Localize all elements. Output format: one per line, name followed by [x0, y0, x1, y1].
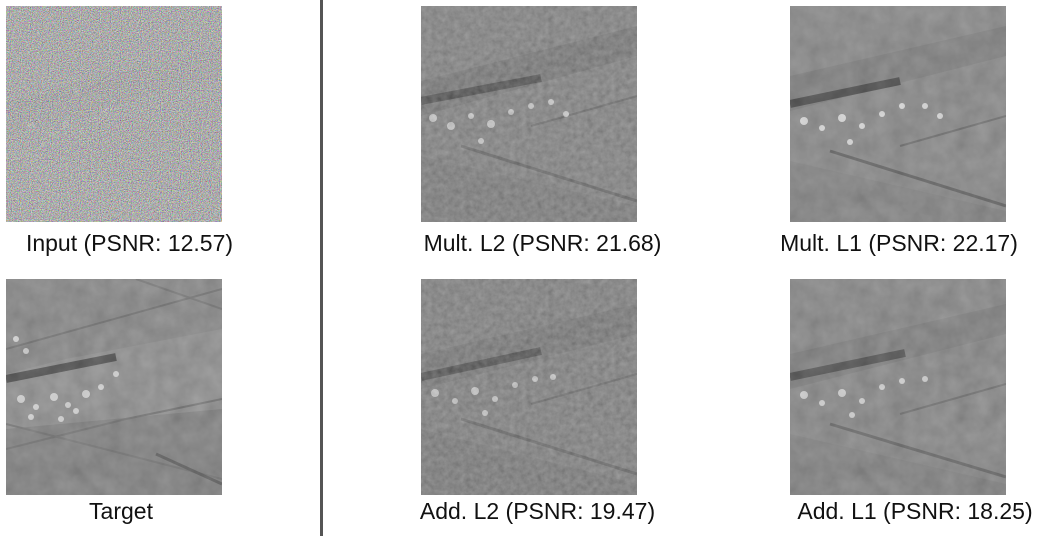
input-image: [6, 6, 222, 222]
mult-l1-caption: Mult. L1 (PSNR: 22.17): [780, 230, 1018, 256]
target-image-render: [6, 279, 222, 495]
add-l1-caption: Add. L1 (PSNR: 18.25): [797, 498, 1033, 524]
add-l2-caption: Add. L2 (PSNR: 19.47): [419, 498, 656, 524]
mult-l2-image: [421, 6, 637, 222]
vertical-divider: [320, 0, 323, 536]
mult-l2-caption: Mult. L2 (PSNR: 21.68): [423, 230, 662, 256]
input-caption: Input (PSNR: 12.57): [25, 230, 234, 256]
input-image-render: [6, 6, 222, 222]
target-caption: Target: [89, 498, 153, 524]
mult-l1-image: [790, 6, 1006, 222]
add-l2-image-render: [421, 279, 637, 495]
target-image: [6, 279, 222, 495]
add-l1-image: [790, 279, 1006, 495]
mult-l2-image-render: [421, 6, 637, 222]
mult-l1-image-render: [790, 6, 1006, 222]
add-l1-image-render: [790, 279, 1006, 495]
add-l2-image: [421, 279, 637, 495]
